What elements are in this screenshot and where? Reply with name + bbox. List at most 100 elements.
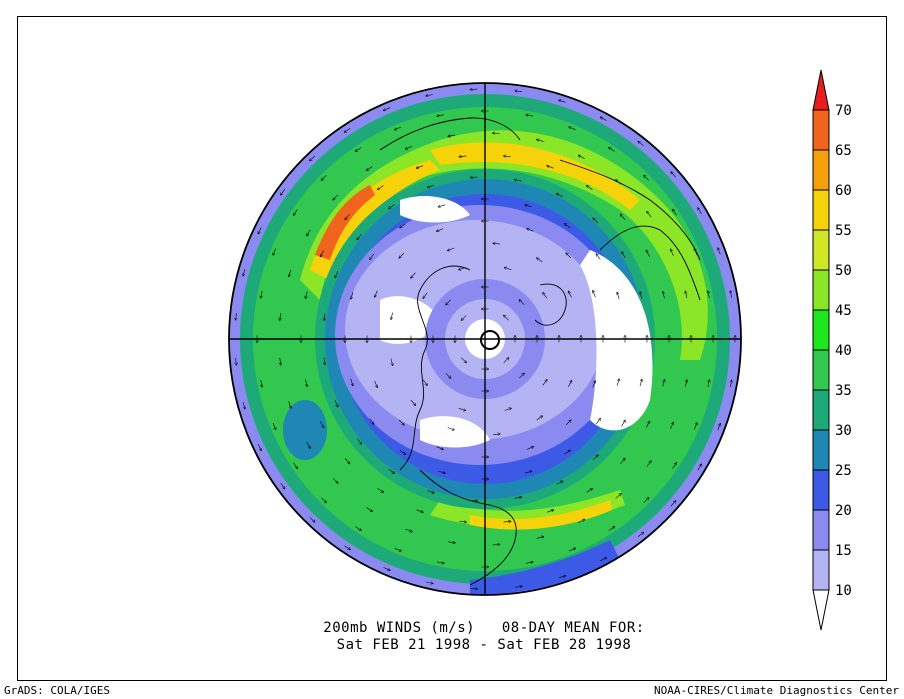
wind-arrow xyxy=(410,399,416,405)
wind-arrow xyxy=(426,95,433,97)
wind-arrow xyxy=(437,115,445,116)
wind-arrow xyxy=(643,498,649,503)
colorbar-tick-label: 25 xyxy=(835,463,852,479)
wind-arrow xyxy=(437,228,444,232)
wind-arrow xyxy=(242,402,245,409)
wind-arrow xyxy=(558,576,566,579)
wind-arrow xyxy=(281,189,286,195)
wind-arrow xyxy=(333,194,339,200)
wind-arrow xyxy=(525,205,532,208)
wind-arrow xyxy=(471,177,478,178)
wind-arrow xyxy=(367,166,373,171)
wind-arrow xyxy=(526,447,534,450)
wind-arrow xyxy=(685,380,687,387)
wind-arrow xyxy=(505,268,512,270)
colorbar-segment xyxy=(812,349,830,391)
wind-arrow xyxy=(556,481,562,485)
wind-arrow xyxy=(546,510,554,513)
wind-arrow xyxy=(447,427,455,431)
wind-arrow xyxy=(437,562,444,563)
colorbar-segment xyxy=(812,309,830,351)
wind-arrow xyxy=(355,147,362,152)
colorbar-tick-label: 35 xyxy=(835,383,852,399)
wind-arrow xyxy=(637,532,644,537)
wind-arrow xyxy=(345,214,350,219)
wind-arrow xyxy=(289,269,292,277)
wind-arrow xyxy=(493,243,501,244)
wind-arrow xyxy=(369,418,374,425)
wind-arrow xyxy=(400,223,406,228)
plot-frame xyxy=(17,16,887,681)
wind-arrow xyxy=(236,313,237,320)
wind-arrow xyxy=(280,482,285,489)
wind-arrow xyxy=(673,209,677,216)
wind-arrow xyxy=(671,172,676,178)
wind-arrow xyxy=(394,548,402,551)
wind-arrow xyxy=(543,293,548,299)
wind-arrow xyxy=(708,291,709,299)
colorbar-segment xyxy=(812,389,830,431)
wind-arrow xyxy=(600,117,607,121)
wind-arrow xyxy=(344,545,350,550)
wind-arrow xyxy=(357,233,362,240)
wind-arrow xyxy=(595,419,600,425)
wind-arrow xyxy=(640,292,643,299)
colorbar-segment xyxy=(812,429,830,471)
colorbar-tick-label: 55 xyxy=(835,223,852,239)
wind-arrow xyxy=(448,247,455,251)
wind-arrow xyxy=(416,509,424,513)
wind-arrow xyxy=(647,212,652,218)
colorbar-segment xyxy=(812,269,830,311)
wind-arrow xyxy=(388,469,395,473)
colorbar-segment xyxy=(812,469,830,511)
wind-arrow xyxy=(514,497,522,498)
wind-arrow xyxy=(324,313,325,321)
wind-arrow xyxy=(436,446,444,450)
wind-arrow xyxy=(448,135,456,136)
wind-arrow xyxy=(536,537,544,539)
wind-arrow xyxy=(389,204,395,209)
wind-arrow xyxy=(258,227,262,233)
wind-arrow xyxy=(568,381,571,387)
wind-arrow xyxy=(515,91,523,92)
wind-arrow xyxy=(617,292,620,300)
wind-arrow xyxy=(334,400,338,407)
wind-arrow xyxy=(586,488,593,493)
wind-arrow xyxy=(344,128,351,132)
colorbar-segment xyxy=(812,189,830,231)
wind-arrow xyxy=(685,291,687,299)
wind-arrow xyxy=(236,357,237,365)
wind-arrow xyxy=(243,269,246,276)
colorbar-tick-label: 15 xyxy=(835,543,852,559)
footer-right: NOAA-CIRES/Climate Diagnostics Center xyxy=(653,684,899,697)
caption-line2: Sat FEB 21 1998 - Sat FEB 28 1998 xyxy=(336,637,632,653)
wind-arrow xyxy=(542,380,547,386)
wind-arrow xyxy=(504,408,512,411)
colorbar-tick-label: 45 xyxy=(835,303,852,319)
wind-arrow xyxy=(459,156,467,157)
wind-arrow xyxy=(578,155,585,159)
wind-arrow xyxy=(537,258,543,263)
wind-arrow xyxy=(515,180,522,181)
colorbar-tick-label: 40 xyxy=(835,343,852,359)
wind-arrow xyxy=(395,126,402,130)
wind-arrow xyxy=(351,292,354,299)
wind-arrow xyxy=(320,250,324,256)
wind-arrow xyxy=(448,542,455,543)
wind-arrow xyxy=(609,148,615,152)
wind-arrow xyxy=(257,444,261,450)
wind-arrow xyxy=(335,271,339,278)
wind-arrow xyxy=(324,357,325,365)
wind-arrow xyxy=(671,249,674,256)
wind-arrow xyxy=(524,471,532,474)
wind-arrow xyxy=(399,449,406,454)
wind-arrow xyxy=(566,253,572,259)
wind-arrow xyxy=(587,186,593,190)
wind-arrow xyxy=(670,501,676,507)
wind-arrow xyxy=(608,527,615,531)
wind-arrow xyxy=(646,250,650,257)
wind-arrow xyxy=(411,272,416,278)
wind-arrow xyxy=(461,315,467,320)
